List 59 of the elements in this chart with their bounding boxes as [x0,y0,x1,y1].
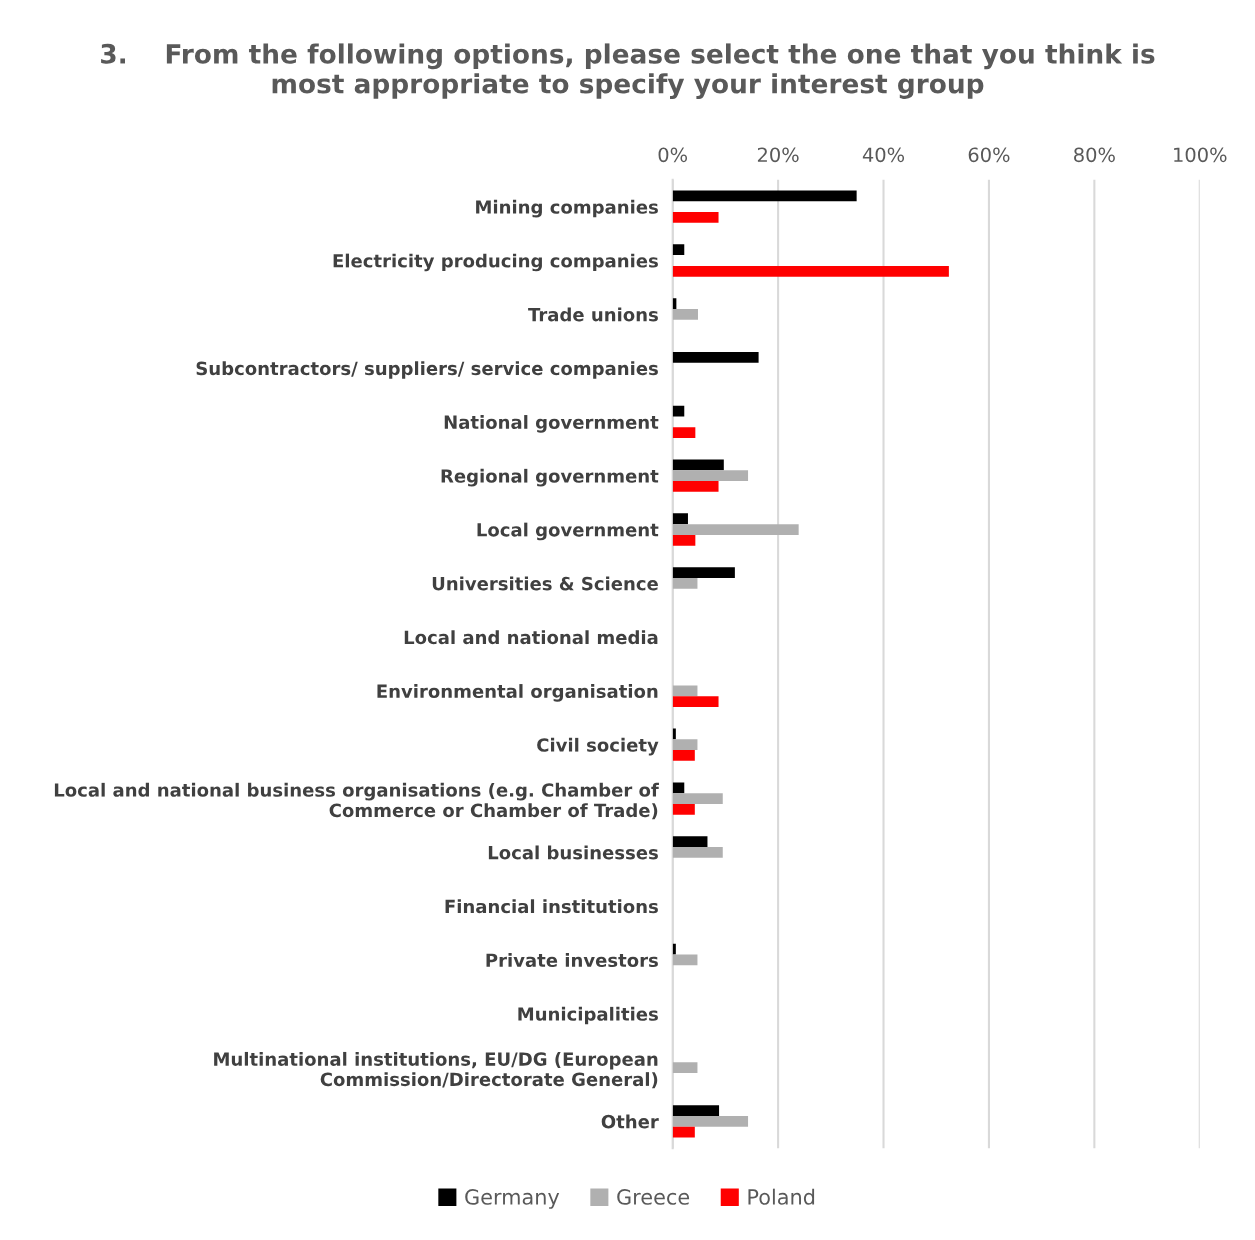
y-tick-label: Subcontractors/ suppliers/ service companies [196,361,658,379]
chart-title: 3. From the following options, please select the one that you think is most appropriate to specify your interest group [101,43,1155,99]
bar [672,1105,720,1116]
bar [672,190,857,202]
y-tick-label: Financial institutions [445,899,658,914]
y-tick-label: Municipalities [518,1006,658,1025]
y-tick-label: Local and national media [404,630,658,645]
bar [672,696,719,708]
x-tick-label: 100% [1174,147,1227,163]
x-tick-label: 80% [1074,147,1115,163]
bar [672,750,695,761]
x-tick-label: 40% [862,147,905,163]
legend-label: Greece [617,1189,690,1205]
y-tick-label: Other [601,1114,659,1129]
y-tick-label: Electricity producing companies [333,253,658,272]
bar [672,265,949,277]
bar [672,1115,749,1127]
bar [672,739,698,751]
bar [672,567,735,578]
x-tick-label: 20% [757,147,799,163]
x-tick-label: 0% [658,147,688,163]
bar [672,308,698,320]
y-tick-label: Local government [477,522,659,541]
bar [672,782,685,794]
legend-label: Germany [465,1189,560,1209]
bar [672,351,759,363]
bar [672,954,698,966]
bar [672,405,685,417]
y-tick-label: Private investors [486,953,658,968]
bar [672,470,749,482]
bar [672,459,724,471]
y-tick-label: Environmental organisation [377,684,658,702]
bar [672,427,696,439]
bar [672,793,723,804]
y-tick-label: Multinational institutions, EU/DG (European Commission/Directorate General) [214,1051,658,1089]
bar [672,534,696,546]
legend-label: Poland [748,1188,815,1205]
bar [672,244,685,256]
bar [672,943,676,955]
y-tick-label: Local businesses [488,845,658,860]
y-tick-label: Mining companies [476,199,658,218]
bar [672,481,719,492]
bar [672,685,698,697]
y-tick-label: National government [444,415,659,433]
bar [672,212,719,223]
bar [672,1062,698,1073]
y-tick-label: Regional government [441,468,659,487]
bar [672,513,688,525]
y-tick-label: Civil society [537,737,659,756]
y-tick-label: Local and national business organisations (e.g. Chamber of Commerce or Chamber of Trade) [54,782,659,820]
y-tick-label: Trade unions [528,307,658,322]
bar [672,1126,695,1138]
bar [672,577,698,589]
bar [672,803,695,815]
x-tick-label: 60% [968,147,1010,163]
bar [672,836,708,847]
bar [672,524,799,535]
y-tick-label: Universities & Science [432,576,658,591]
bar [672,846,723,858]
